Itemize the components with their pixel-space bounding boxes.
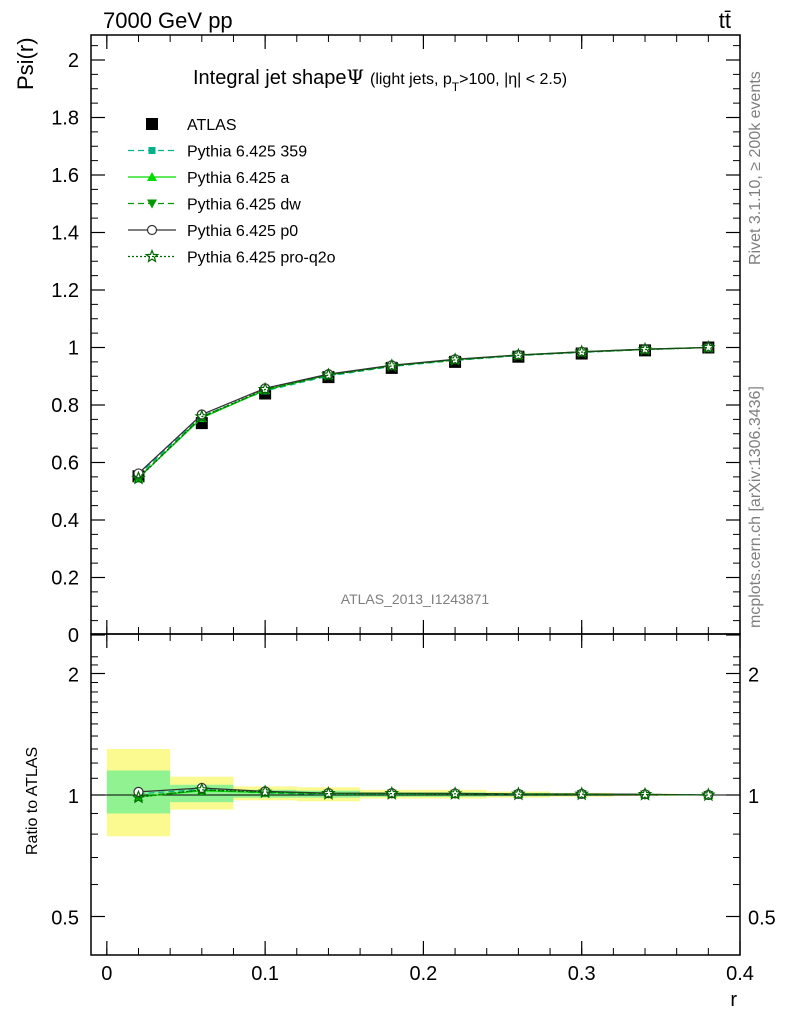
x-axis-label: r (730, 989, 737, 1011)
ratio-point (637, 786, 653, 801)
series-line (138, 346, 709, 478)
ratio-panel: 0.5 0.5 1 1 2 2 0 0.1 0.2 0.3 0.4 Ratio to ATLAS r (24, 633, 776, 1011)
data-point (701, 339, 716, 354)
chart-title-text: Integral jet shape (193, 67, 346, 89)
main-y-tick-label: 1.6 (51, 165, 79, 187)
analysis-watermark: ATLAS_2013_I1243871 (341, 591, 490, 607)
main-panel: 0 0.2 0.4 0.6 0.8 1 1.2 1.4 1.6 1.8 2 Psi(r) Integ… (13, 34, 741, 647)
ratio-frame (90, 633, 741, 956)
ratio-point (194, 782, 210, 797)
data-point (447, 352, 463, 367)
data-point (194, 409, 210, 423)
x-tick-label: 0.4 (726, 963, 754, 985)
ratio-point (257, 784, 273, 799)
ratio-line (138, 789, 709, 798)
ratio-point (321, 785, 336, 800)
x-tick-label: 0 (101, 963, 112, 985)
legend-entry: Pythia 6.425 359 (128, 144, 307, 161)
ratio-point (447, 786, 463, 800)
main-y-tick-label: 0.4 (51, 510, 79, 532)
legend-label: Pythia 6.425 p0 (187, 223, 298, 240)
legend-marker (147, 199, 157, 209)
ratio-y-tick-label-right: 2 (748, 665, 759, 687)
legend-entry: Pythia 6.425 dw (128, 197, 301, 214)
ratio-series-pythia-6-425-pro-q2o (131, 782, 716, 804)
series-pythia-6-425-pro-q2o (131, 339, 716, 485)
x-tick-label: 0.1 (251, 963, 279, 985)
legend-marker (144, 248, 160, 263)
rivet-label: Rivet 3.1.10, ≥ 200k events (747, 71, 764, 265)
legend-label: Pythia 6.425 a (187, 170, 289, 187)
main-y-tick-label: 0 (68, 625, 79, 647)
data-point (321, 367, 336, 382)
legend-marker (146, 224, 158, 236)
ratio-series-group (131, 782, 716, 804)
series-pythia-6-425-dw (133, 343, 714, 483)
data-point (511, 347, 526, 362)
legend-entry: Pythia 6.425 pro-q2o (128, 248, 336, 267)
data-point (637, 341, 653, 356)
main-y-tick-label: 1.2 (51, 280, 79, 302)
ratio-y-axis-label: Ratio to ATLAS (24, 747, 41, 855)
ratio-y-tick-label: 2 (68, 665, 79, 687)
ratio-y-tick-label-right: 0.5 (748, 908, 776, 930)
main-y-tick-label: 1.4 (51, 223, 79, 245)
ratio-point (701, 787, 716, 802)
legend-entry: ATLAS (146, 117, 237, 134)
main-y-tick-label: 0.2 (51, 568, 79, 590)
process-label: tt̄ (719, 8, 731, 33)
legend: ATLAS Pythia 6.425 359 Pythia 6.425 a Pythi… (128, 117, 336, 267)
main-y-tick-label: 0.6 (51, 453, 79, 475)
main-axis-ticks: 0 0.2 0.4 0.6 0.8 1 1.2 1.4 1.6 1.8 2 (51, 35, 741, 647)
chart-title-symbol: Ψ (346, 65, 364, 89)
series-line (138, 346, 709, 479)
main-series-group (131, 339, 716, 485)
chart-subtitle-sub: T (452, 80, 460, 94)
x-tick-label: 0.2 (410, 963, 438, 985)
legend-label: Pythia 6.425 359 (187, 144, 307, 161)
main-y-tick-label: 1 (68, 338, 79, 360)
x-tick-label: 0.3 (568, 963, 596, 985)
series-line (138, 346, 709, 476)
data-point (574, 344, 589, 359)
data-point (131, 470, 146, 485)
legend-label: Pythia 6.425 pro-q2o (187, 250, 336, 267)
legend-entry: Pythia 6.425 a (128, 170, 289, 187)
ratio-y-tick-label-right: 1 (748, 786, 759, 808)
ratio-point (384, 785, 400, 800)
chart-subtitle: (light jets, p (370, 71, 452, 88)
main-y-tick-label: 2 (68, 50, 79, 72)
legend-marker (146, 118, 158, 130)
series-pythia-6-425-359 (134, 344, 712, 479)
legend-label: ATLAS (187, 117, 237, 134)
legend-entry: Pythia 6.425 p0 (128, 223, 298, 240)
ratio-axis-ticks: 0.5 0.5 1 1 2 2 0 0.1 0.2 0.3 0.4 (51, 634, 776, 985)
mcplots-label: mcplots.cern.ch [arXiv:1306.3436] (747, 386, 764, 628)
main-y-axis-label: Psi(r) (13, 37, 38, 90)
main-y-tick-label: 1.8 (51, 108, 79, 130)
energy-label: 7000 GeV pp (103, 8, 233, 33)
legend-marker (147, 172, 157, 181)
chart-title: Integral jet shapeΨ (light jets, pT>100, … (193, 65, 567, 94)
main-y-tick-label: 0.8 (51, 395, 79, 417)
series-line (138, 346, 709, 474)
chart-subtitle-tail: >100, |η| < 2.5) (459, 71, 567, 88)
ratio-point (511, 786, 526, 801)
ratio-point (131, 789, 146, 804)
ratio-y-tick-label: 0.5 (51, 908, 79, 930)
legend-marker (148, 147, 156, 154)
series-line (138, 346, 709, 479)
ratio-y-tick-label: 1 (68, 786, 79, 808)
legend-label: Pythia 6.425 dw (187, 197, 301, 214)
data-point (257, 381, 273, 396)
ratio-point (574, 786, 589, 801)
data-point (384, 358, 400, 373)
